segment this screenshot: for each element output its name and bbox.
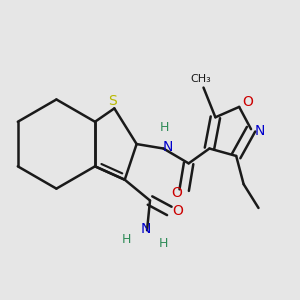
Text: H: H [160, 121, 170, 134]
Text: S: S [109, 94, 117, 108]
Text: H: H [122, 233, 131, 246]
Text: N: N [163, 140, 173, 154]
Text: O: O [171, 186, 182, 200]
Text: O: O [242, 95, 253, 110]
Text: O: O [172, 204, 183, 218]
Text: N: N [140, 222, 151, 236]
Text: N: N [255, 124, 265, 138]
Text: H: H [159, 237, 168, 250]
Text: CH₃: CH₃ [190, 74, 211, 84]
